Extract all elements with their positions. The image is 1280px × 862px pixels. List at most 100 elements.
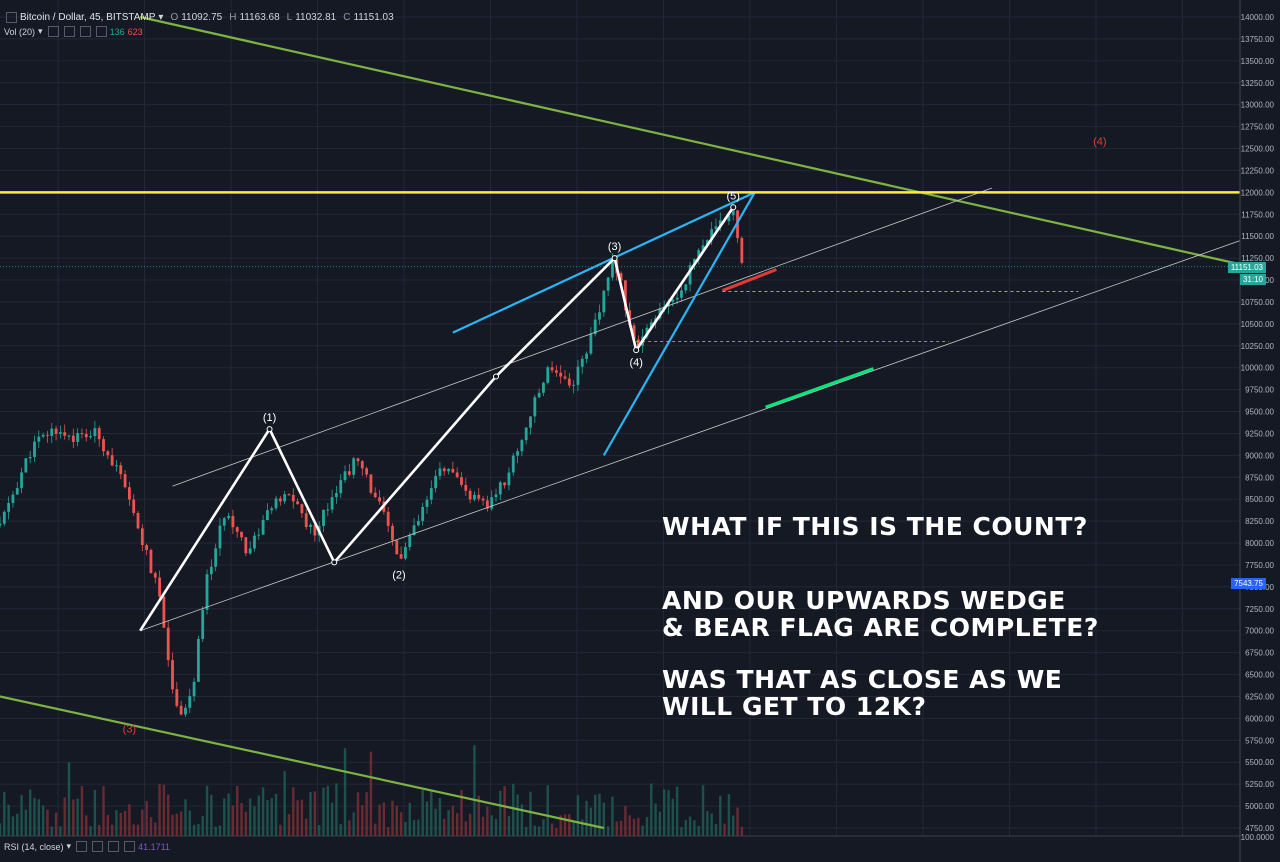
y-tick-label: 6250.00 xyxy=(1245,692,1274,701)
candle-body xyxy=(326,509,330,511)
candle-body xyxy=(378,497,381,502)
candle-body xyxy=(63,432,67,436)
volume-bar xyxy=(451,805,455,836)
settings-icon[interactable] xyxy=(92,841,104,852)
volume-bar xyxy=(568,814,571,836)
volume-bar xyxy=(248,798,252,836)
candle-body xyxy=(7,503,11,512)
volume-bar xyxy=(76,798,79,836)
candle-body xyxy=(520,440,524,452)
volume-bar xyxy=(132,824,135,836)
volume-bar xyxy=(330,802,334,836)
candle-body xyxy=(15,488,19,495)
volume-bar xyxy=(460,789,463,836)
more-icon[interactable] xyxy=(95,26,107,37)
candle-body xyxy=(127,487,131,500)
volume-bar xyxy=(119,812,122,836)
chevron-down-icon[interactable]: ▾ xyxy=(158,12,164,23)
candle-body xyxy=(33,441,36,457)
price-axis[interactable]: 14000.00 13750.00 13500.00 13250.00 13000.00… xyxy=(1239,0,1280,862)
y-tick-label: 9750.00 xyxy=(1245,386,1274,395)
candle-body xyxy=(455,472,459,478)
candle-body xyxy=(593,319,597,334)
volume-bar xyxy=(352,812,355,836)
countdown-tag: 31:10 xyxy=(1239,274,1266,285)
candle-body xyxy=(404,547,407,559)
candle-body xyxy=(416,520,420,526)
candle-body xyxy=(136,512,140,529)
close-icon[interactable] xyxy=(108,841,120,852)
volume-bar xyxy=(59,826,62,836)
visibility-icon[interactable] xyxy=(76,841,88,852)
close-icon[interactable] xyxy=(79,26,91,37)
volume-header: Vol (20) ▾ 136 623 xyxy=(4,26,143,37)
collapse-icon[interactable] xyxy=(6,12,17,23)
y-tick-label: 11500.00 xyxy=(1241,232,1274,241)
candle-body xyxy=(373,492,377,498)
volume-bar xyxy=(365,792,368,836)
volume-bar xyxy=(227,793,230,836)
candle-body xyxy=(184,707,187,715)
rsi-indicator-label[interactable]: RSI (14, close) xyxy=(4,841,64,852)
candle-body xyxy=(567,378,571,386)
annotation-line-1: WHAT IF THIS IS THE COUNT? xyxy=(662,512,1088,541)
candle-body xyxy=(278,498,282,502)
volume-bar xyxy=(391,800,394,836)
candle-body xyxy=(97,428,101,440)
candle-body xyxy=(209,566,213,575)
volume-bar xyxy=(443,818,446,836)
volume-bar xyxy=(550,823,554,836)
trendline-red-segment xyxy=(721,268,777,292)
visibility-icon[interactable] xyxy=(47,26,59,37)
volume-bar xyxy=(589,807,593,836)
volume-bar xyxy=(223,798,226,836)
candle-body xyxy=(140,528,144,546)
y-tick-label: 5500.00 xyxy=(1245,758,1274,767)
trendline-wedge-upper xyxy=(452,191,756,334)
volume-bar xyxy=(481,816,485,836)
candle-body xyxy=(218,525,222,549)
volume-value-2: 623 xyxy=(127,26,143,37)
candle-body xyxy=(494,494,498,498)
more-icon[interactable] xyxy=(124,841,136,852)
volume-bar xyxy=(72,799,75,836)
candle-body xyxy=(339,480,343,494)
wave-label: (4) xyxy=(629,357,642,369)
candle-body xyxy=(84,433,88,438)
volume-bar xyxy=(89,826,92,836)
chevron-down-icon[interactable]: ▾ xyxy=(66,841,72,851)
volume-indicator-label[interactable]: Vol (20) xyxy=(4,26,36,37)
volume-bars xyxy=(0,745,744,836)
volume-bar xyxy=(507,815,511,836)
candle-body xyxy=(408,535,412,548)
settings-icon[interactable] xyxy=(63,26,75,37)
candle-body xyxy=(451,468,455,473)
volume-bar xyxy=(3,791,6,836)
wave-label: (1) xyxy=(263,412,276,424)
symbol-title[interactable]: Bitcoin / Dollar, 45, BITSTAMP xyxy=(20,12,156,23)
candle-body xyxy=(718,220,722,227)
volume-bar xyxy=(693,820,696,836)
y-tick-label: 12500.00 xyxy=(1241,145,1275,154)
wave-label: (5) xyxy=(726,190,739,202)
volume-bar xyxy=(80,786,84,836)
volume-bar xyxy=(167,794,170,836)
wave-label: (4) xyxy=(1093,136,1106,148)
volume-bar xyxy=(378,804,381,836)
candle-body xyxy=(119,465,123,475)
candle-body xyxy=(688,265,692,285)
candle-body xyxy=(37,436,41,442)
volume-bar xyxy=(257,795,260,836)
volume-bar xyxy=(697,825,700,836)
chevron-down-icon[interactable]: ▾ xyxy=(38,26,43,36)
volume-bar xyxy=(438,797,442,836)
candle-body xyxy=(235,527,239,532)
y-tick-label: 8000.00 xyxy=(1245,539,1274,548)
volume-bar xyxy=(706,811,709,836)
candle-body xyxy=(611,260,614,278)
volume-bar xyxy=(585,800,588,836)
candle-body xyxy=(270,508,274,511)
candle-body xyxy=(649,322,653,328)
volume-bar xyxy=(464,821,468,836)
